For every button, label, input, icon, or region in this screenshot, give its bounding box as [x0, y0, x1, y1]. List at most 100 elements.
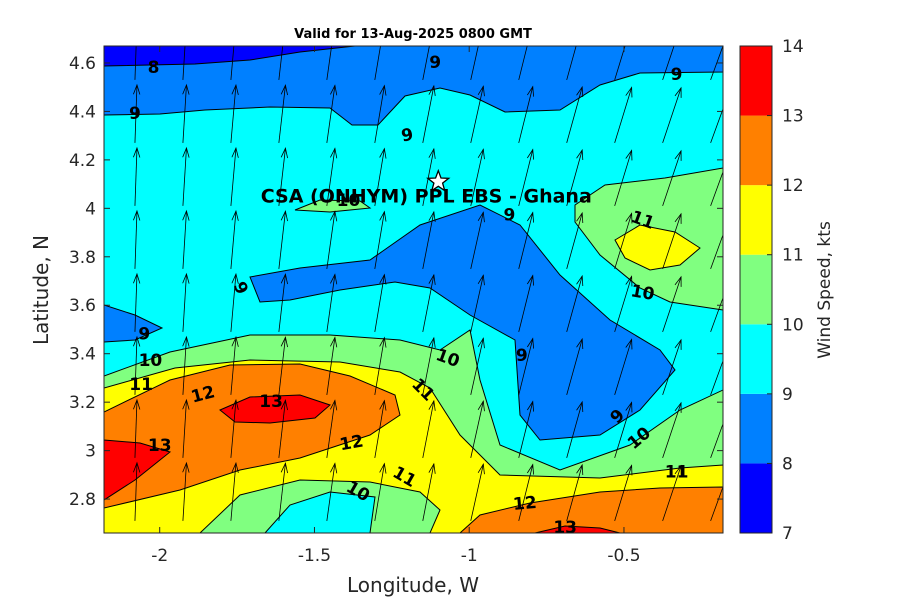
- wind-arrow: [374, 84, 387, 143]
- contour-label: 9: [504, 206, 516, 226]
- wind-arrow: [614, 464, 633, 522]
- colorbar-band: [740, 324, 772, 394]
- colorbar-band: [740, 46, 772, 116]
- y-axis-label: Latitude, N: [29, 235, 53, 345]
- wind-arrow: [278, 147, 288, 206]
- y-tick-label: 2.8: [69, 490, 96, 510]
- wind-arrow: [614, 401, 633, 459]
- band-12-13-southeast: [459, 486, 723, 533]
- colorbar: 7 8 9 10 11 12 13 14: [739, 37, 804, 544]
- wind-arrow: [230, 46, 235, 80]
- band-10-11-pocket-site: [294, 199, 372, 213]
- wind-arrow: [133, 146, 141, 206]
- y-tick-label: 3: [85, 442, 96, 462]
- wind-arrow: [230, 146, 239, 206]
- wind-arrow: [133, 335, 141, 395]
- wind-arrow: [518, 274, 535, 332]
- wind-arrow: [470, 400, 485, 458]
- y-tick-label: 3.6: [69, 296, 96, 316]
- contour-label: 9: [671, 65, 683, 85]
- band-11-12-northeast: [614, 224, 701, 271]
- wind-arrow: [662, 46, 675, 81]
- band-8-9-west: [104, 304, 164, 343]
- y-tick-label: 4.4: [69, 102, 96, 122]
- wind-arrow: [374, 462, 387, 521]
- wind-arrow: [230, 272, 239, 332]
- contour-label: 13: [553, 518, 577, 538]
- colorbar-tick-label: 12: [782, 176, 804, 196]
- wind-arrow: [133, 272, 141, 332]
- wind-arrow: [422, 462, 436, 521]
- wind-arrow: [230, 398, 239, 458]
- wind-arrow: [710, 296, 723, 333]
- wind-arrow: [566, 274, 584, 333]
- band-12-13-south: [104, 363, 401, 509]
- wind-arrow: [422, 147, 436, 206]
- wind-arrow: [662, 149, 682, 207]
- wind-arrow: [422, 336, 436, 395]
- chart-title: Valid for 13-Aug-2025 0800 GMT: [294, 27, 532, 42]
- wind-arrow: [182, 209, 190, 269]
- colorbar-frame: [739, 45, 773, 534]
- x-tick-label: -2: [151, 546, 168, 566]
- wind-arrow: [134, 46, 137, 80]
- wind-arrow: [374, 336, 387, 395]
- colorbar-label: Wind Speed, kts: [815, 221, 835, 359]
- wind-arrow: [518, 46, 528, 81]
- colorbar-tick-label: 14: [782, 37, 804, 57]
- wind-arrow: [662, 338, 682, 396]
- wind-arrow: [278, 273, 288, 332]
- wind-arrow: [422, 210, 436, 269]
- colorbar-tick-label: 13: [782, 107, 804, 127]
- wind-arrow: [422, 273, 436, 332]
- wind-arrow: [710, 170, 723, 207]
- contour-label: 13: [259, 392, 283, 412]
- y-tick-label: 3.4: [69, 345, 96, 365]
- x-tick-label: -1: [461, 546, 478, 566]
- contour-label: 9: [138, 324, 150, 344]
- contour-label: 10: [337, 191, 361, 211]
- y-tick-label: 4.2: [69, 151, 96, 171]
- wind-arrow: [374, 46, 381, 80]
- wind-arrow: [230, 209, 239, 269]
- plot-frame: [103, 45, 724, 534]
- colorbar-tick-label: 7: [782, 524, 793, 544]
- wind-arrow: [518, 400, 535, 458]
- y-tick-label: 3.2: [69, 393, 96, 413]
- y-tick-label: 4: [85, 199, 96, 219]
- wind-arrow: [374, 399, 387, 458]
- wind-arrow: [133, 83, 141, 143]
- colorbar-band: [740, 185, 772, 255]
- wind-arrow: [566, 211, 584, 270]
- plot-area: [104, 46, 723, 533]
- wind-arrow: [374, 147, 387, 206]
- wind-arrow: [470, 274, 485, 332]
- y-tick-label: 3.8: [69, 248, 96, 268]
- wind-arrow: [518, 337, 535, 395]
- wind-arrow: [133, 398, 141, 458]
- y-axis-ticks: 2.8 3 3.2 3.4 3.6 3.8 4 4.2 4.4 4.6: [69, 54, 723, 510]
- wind-arrow: [710, 233, 723, 270]
- wind-arrow: [470, 148, 485, 206]
- wind-arrow: [422, 399, 436, 458]
- wind-arrow: [230, 83, 239, 143]
- colorbar-band: [740, 393, 772, 464]
- wind-arrow: [662, 464, 682, 522]
- wind-arrow: [182, 83, 190, 143]
- wind-arrow: [566, 85, 584, 144]
- colorbar-band: [740, 115, 772, 186]
- colorbar-tick-label: 10: [782, 315, 804, 335]
- wind-arrow: [470, 337, 485, 395]
- wind-arrow: [614, 149, 633, 207]
- contour-label: 12: [338, 431, 365, 455]
- wind-arrow: [470, 211, 485, 269]
- contour-label: 10: [629, 281, 656, 305]
- wind-arrow: [710, 107, 723, 144]
- wind-arrow: [422, 46, 430, 80]
- colorbar-tick-label: 8: [782, 454, 793, 474]
- wind-arrow: [230, 335, 239, 395]
- wind-arrow: [566, 337, 584, 396]
- wind-arrow: [614, 212, 633, 270]
- band-9-10-pocket-south: [264, 491, 376, 533]
